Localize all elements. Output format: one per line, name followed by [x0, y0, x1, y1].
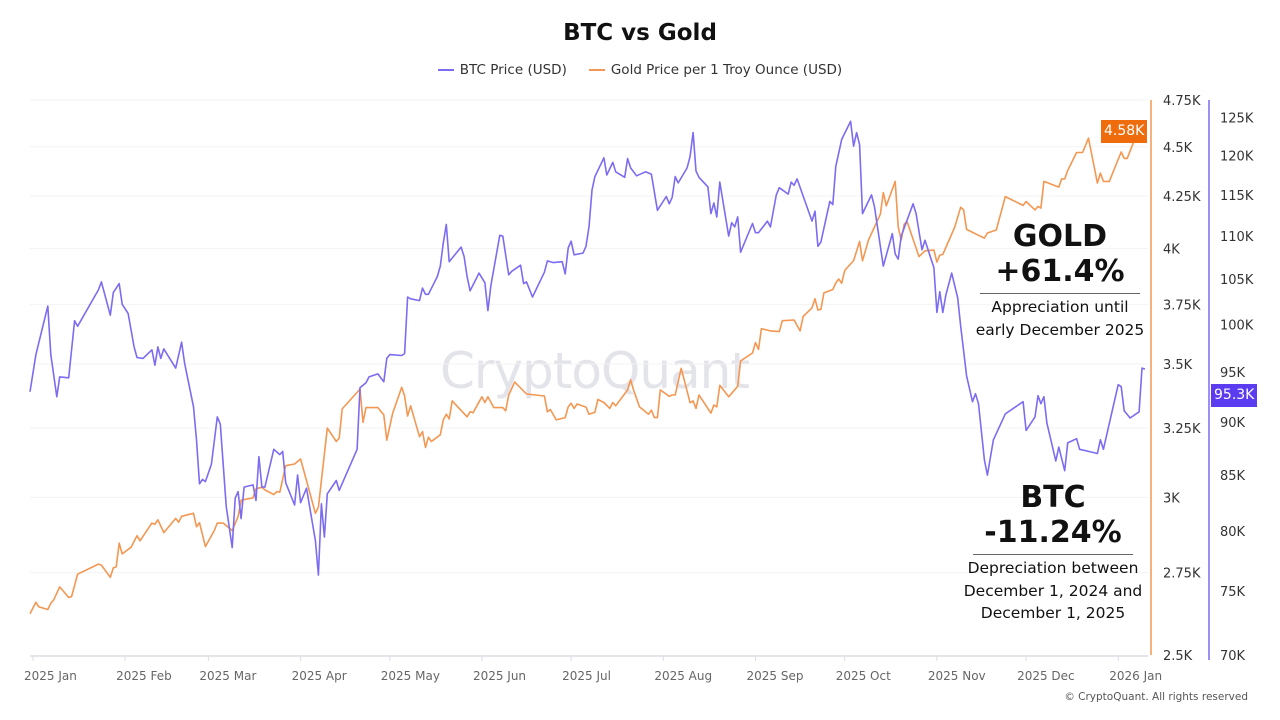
x-axis-tick-label: 2025 Sep — [746, 669, 803, 683]
gold-last-value-badge: 4.58K — [1101, 120, 1148, 143]
gold-annotation-value: +61.4% — [995, 254, 1125, 289]
x-axis-tick-label: 2025 Apr — [292, 669, 347, 683]
gold-annotation-heading: GOLD — [1012, 219, 1108, 254]
btc-axis-tick-label: 95K — [1220, 366, 1246, 381]
legend-label-btc: BTC Price (USD) — [459, 62, 567, 78]
legend-label-gold: Gold Price per 1 Troy Ounce (USD) — [610, 62, 843, 78]
chart-title: BTC vs Gold — [563, 20, 717, 46]
gold-axis-tick-label: 4.5K — [1163, 141, 1193, 156]
series-lines — [29, 120, 1146, 615]
btc-axis-tick-label: 105K — [1220, 273, 1254, 288]
btc-axis-tick-label: 110K — [1220, 230, 1254, 245]
legend-item-btc[interactable]: BTC Price (USD) — [437, 62, 567, 78]
gold-annotation-divider — [980, 293, 1140, 294]
x-axis-tick-label: 2025 Mar — [199, 669, 256, 683]
gold-axis-tick-label: 3.75K — [1163, 298, 1201, 313]
gold-annotation: GOLD +61.4% Appreciation until early Dec… — [965, 219, 1155, 341]
x-axis-tick-label: 2025 Aug — [654, 669, 712, 683]
gold-axis-tick-label: 2.75K — [1163, 567, 1201, 582]
btc-axis-tick-label: 125K — [1220, 112, 1254, 127]
x-axis-tick-label: 2025 Feb — [116, 669, 172, 683]
gold-y-axis: 2.5K 2.75K 3K 3.25K 3.5K 3.75K 4K 4.25K 4.5K 4.75… — [1150, 94, 1201, 664]
gold-axis-tick-label: 4K — [1163, 243, 1180, 258]
gridlines — [30, 99, 1148, 574]
gold-axis-tick-label: 3.5K — [1163, 358, 1193, 373]
btc-axis-tick-label: 90K — [1220, 416, 1246, 431]
btc-annotation-value: -11.24% — [984, 515, 1122, 550]
btc-annotation-line1: Depreciation between — [967, 559, 1139, 577]
btc-axis-tick-label: 85K — [1220, 469, 1246, 484]
x-axis-tick-label: 2025 May — [381, 669, 440, 683]
gold-price-line — [29, 127, 1146, 615]
x-axis-tick-label: 2025 Nov — [928, 669, 986, 683]
x-axis-tick-label: 2025 Oct — [836, 669, 891, 683]
gold-axis-tick-label: 3.25K — [1163, 422, 1201, 437]
legend-swatch-gold — [588, 69, 605, 71]
btc-annotation-line2: December 1, 2024 and — [963, 581, 1143, 600]
btc-y-axis: 70K 75K 80K 85K 90K 95K 100K 105K 110K 115K 120K 12… — [1208, 100, 1254, 664]
copyright-notice: © CryptoQuant. All rights reserved — [1064, 691, 1248, 703]
btc-axis-tick-label: 115K — [1220, 189, 1254, 204]
x-axis-tick-label: 2025 Jul — [562, 669, 611, 683]
btc-annotation: BTC -11.24% Depreciation between Decembe… — [953, 480, 1153, 625]
btc-axis-tick-label: 100K — [1220, 318, 1254, 333]
legend-item-gold[interactable]: Gold Price per 1 Troy Ounce (USD) — [588, 62, 843, 78]
x-axis-tick-label: 2025 Jan — [24, 669, 77, 683]
btc-axis-tick-label: 120K — [1220, 149, 1254, 164]
watermark: CryptoQuant — [440, 342, 750, 400]
btc-axis-tick-label: 75K — [1220, 585, 1246, 600]
btc-last-value-badge: 95.3K — [1211, 384, 1258, 407]
btc-axis-tick-label: 80K — [1220, 525, 1246, 540]
gold-annotation-line1: Appreciation until — [991, 298, 1129, 316]
gold-axis-tick-label: 4.75K — [1163, 94, 1201, 109]
gold-axis-tick-label: 3K — [1163, 491, 1180, 506]
btc-price-line — [29, 120, 1146, 576]
btc-annotation-heading: BTC — [1020, 480, 1086, 515]
legend-swatch-btc — [437, 69, 454, 71]
btc-annotation-line3: December 1, 2025 — [980, 604, 1126, 622]
gold-axis-tick-label: 4.25K — [1163, 190, 1201, 205]
legend: BTC Price (USD) Gold Price per 1 Troy Ou… — [0, 62, 1280, 78]
x-axis-tick-label: 2025 Jun — [473, 669, 526, 683]
btc-annotation-divider — [973, 554, 1133, 555]
gold-axis-tick-label: 2.5K — [1163, 649, 1193, 664]
x-axis: 2025 Jan 2025 Feb 2025 Mar 2025 Apr 2025 May… — [24, 655, 1162, 683]
gold-annotation-line2: early December 2025 — [975, 320, 1145, 339]
x-axis-tick-label: 2025 Dec — [1017, 669, 1075, 683]
x-axis-tick-label: 2026 Jan — [1109, 669, 1162, 683]
btc-axis-tick-label: 70K — [1220, 649, 1246, 664]
